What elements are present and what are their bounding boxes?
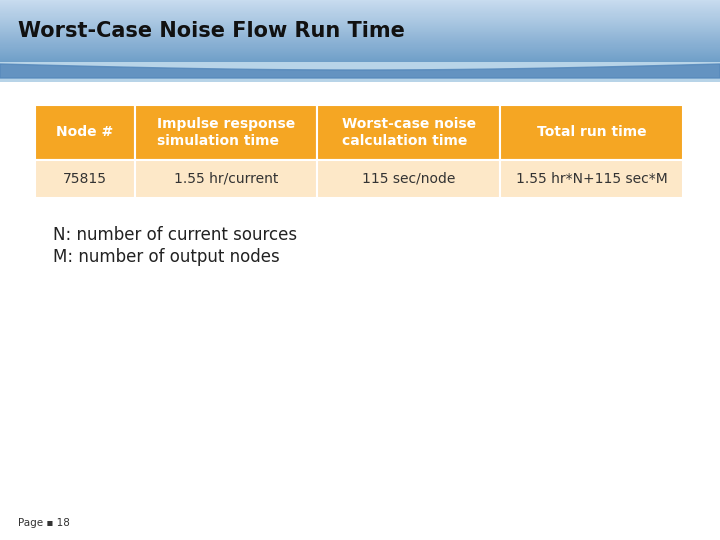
Text: Page ▪ 18: Page ▪ 18 xyxy=(18,518,70,528)
Bar xyxy=(0,49,720,50)
Bar xyxy=(0,50,720,51)
Bar xyxy=(0,62,720,82)
Polygon shape xyxy=(0,64,720,78)
Bar xyxy=(0,27,720,28)
Bar xyxy=(0,7,720,8)
Bar xyxy=(0,55,720,56)
Bar xyxy=(0,26,720,27)
Bar xyxy=(0,42,720,43)
Bar xyxy=(0,2,720,3)
Bar xyxy=(0,58,720,59)
Bar xyxy=(0,32,720,33)
Bar xyxy=(0,34,720,35)
Bar xyxy=(0,14,720,15)
Bar xyxy=(0,35,720,36)
Bar xyxy=(35,160,135,198)
Bar xyxy=(0,1,720,2)
Bar xyxy=(0,39,720,40)
Bar xyxy=(318,160,500,198)
Bar xyxy=(0,40,720,42)
Bar xyxy=(0,25,720,26)
Bar xyxy=(0,54,720,55)
Text: Impulse response
simulation time: Impulse response simulation time xyxy=(157,117,295,147)
Bar xyxy=(0,17,720,18)
Bar xyxy=(318,105,500,160)
Text: Node #: Node # xyxy=(56,125,114,139)
Text: 1.55 hr*N+115 sec*M: 1.55 hr*N+115 sec*M xyxy=(516,172,667,186)
Text: N: number of current sources: N: number of current sources xyxy=(53,226,297,244)
Bar xyxy=(0,4,720,5)
Bar xyxy=(0,33,720,34)
Bar xyxy=(0,61,720,62)
Bar xyxy=(0,12,720,14)
Bar xyxy=(0,23,720,24)
Bar xyxy=(0,19,720,21)
Bar xyxy=(0,56,720,57)
Bar xyxy=(0,8,720,9)
Text: M: number of output nodes: M: number of output nodes xyxy=(53,248,280,266)
Bar xyxy=(0,22,720,23)
Bar xyxy=(0,59,720,60)
Bar xyxy=(0,38,720,39)
Bar xyxy=(500,160,683,198)
Bar xyxy=(0,28,720,29)
Bar xyxy=(0,44,720,45)
Bar xyxy=(35,105,135,160)
Bar xyxy=(0,37,720,38)
Bar xyxy=(0,6,720,7)
Bar xyxy=(0,11,720,12)
Bar xyxy=(500,105,683,160)
Bar xyxy=(0,30,720,31)
Bar xyxy=(0,60,720,61)
Bar xyxy=(0,57,720,58)
Bar xyxy=(0,15,720,16)
Bar xyxy=(0,0,720,1)
Bar xyxy=(0,43,720,44)
Bar xyxy=(0,5,720,6)
Bar xyxy=(135,105,318,160)
Bar xyxy=(0,9,720,10)
Bar xyxy=(0,51,720,52)
Bar xyxy=(0,36,720,37)
Bar xyxy=(0,46,720,48)
Bar xyxy=(135,160,318,198)
Bar xyxy=(0,3,720,4)
Text: 1.55 hr/current: 1.55 hr/current xyxy=(174,172,279,186)
Bar xyxy=(0,16,720,17)
Bar xyxy=(0,31,720,32)
Text: 75815: 75815 xyxy=(63,172,107,186)
Text: Worst-case noise
calculation time: Worst-case noise calculation time xyxy=(342,117,476,147)
Bar xyxy=(0,53,720,54)
Text: Total run time: Total run time xyxy=(537,125,647,139)
Bar xyxy=(0,52,720,53)
Bar xyxy=(0,21,720,22)
Text: 115 sec/node: 115 sec/node xyxy=(362,172,456,186)
Bar xyxy=(0,29,720,30)
Bar xyxy=(0,18,720,19)
Bar xyxy=(0,45,720,46)
Bar xyxy=(0,48,720,49)
Text: Worst-Case Noise Flow Run Time: Worst-Case Noise Flow Run Time xyxy=(18,21,405,41)
Bar xyxy=(0,24,720,25)
Bar xyxy=(0,10,720,11)
